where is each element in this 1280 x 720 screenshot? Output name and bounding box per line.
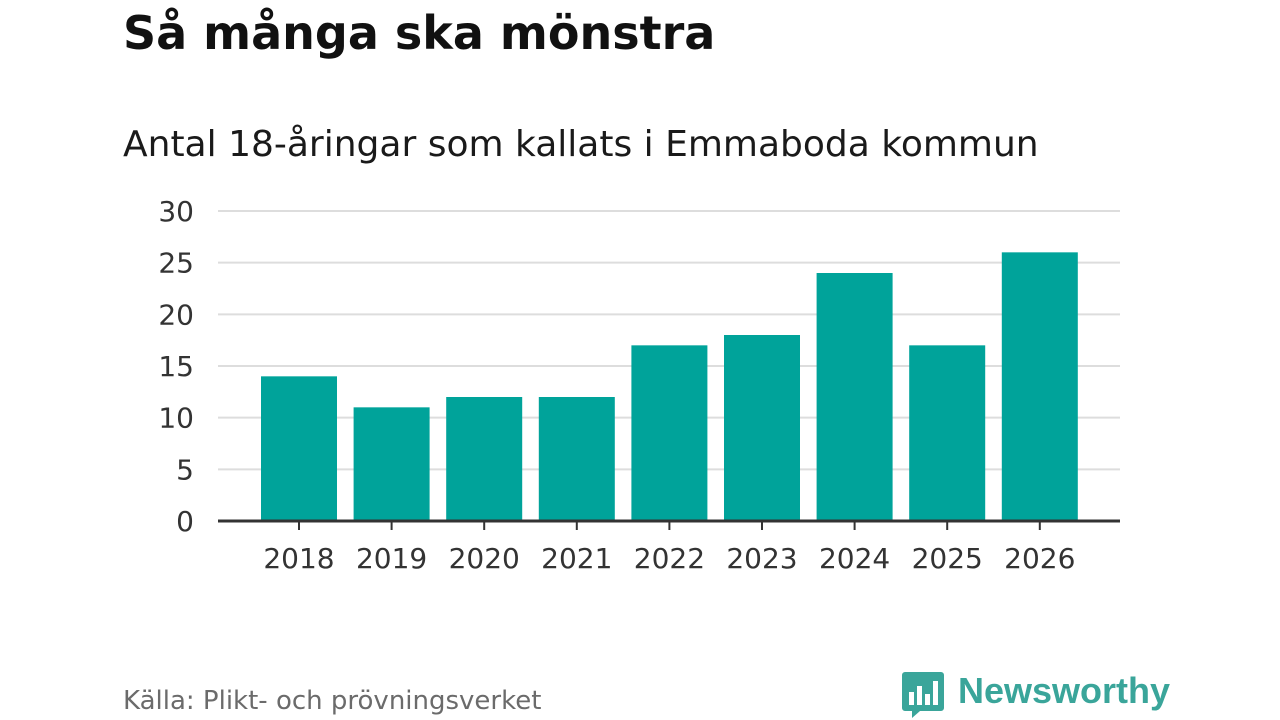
bar-chart-speech-bubble-icon xyxy=(902,672,944,718)
y-tick-label: 30 xyxy=(158,195,194,228)
source-note: Källa: Plikt- och prövningsverket xyxy=(123,686,542,716)
y-tick-label: 0 xyxy=(176,505,194,538)
y-tick-label: 25 xyxy=(158,247,194,280)
bar-2023 xyxy=(724,335,800,521)
chart-title: Så många ska mönstra xyxy=(123,6,716,60)
x-tick-label: 2024 xyxy=(819,542,890,575)
bar-2018 xyxy=(261,376,337,521)
bar-2021 xyxy=(538,397,615,521)
x-tick-label: 2020 xyxy=(449,542,520,575)
x-tick-label: 2025 xyxy=(912,542,983,575)
bars xyxy=(261,252,1078,522)
bar-2024 xyxy=(816,273,893,521)
y-tick-label: 10 xyxy=(158,402,194,435)
bar-2025 xyxy=(909,345,986,521)
chart-subtitle: Antal 18-åringar som kallats i Emmaboda … xyxy=(123,124,1039,165)
x-tick-label: 2018 xyxy=(263,542,334,575)
x-tick-label: 2019 xyxy=(356,542,427,575)
y-tick-label: 20 xyxy=(158,298,194,331)
bar-2020 xyxy=(446,397,523,521)
x-tick-label: 2026 xyxy=(1004,542,1075,575)
bar-2026 xyxy=(1001,252,1078,522)
y-tick-label: 15 xyxy=(158,350,194,383)
y-tick-label: 5 xyxy=(176,453,194,486)
bar-2019 xyxy=(353,407,430,521)
brand-name: Newsworthy xyxy=(958,670,1171,711)
bar-2022 xyxy=(631,345,708,521)
x-tick-label: 2021 xyxy=(541,542,612,575)
x-tick-label: 2023 xyxy=(726,542,797,575)
x-tick-label: 2022 xyxy=(634,542,705,575)
